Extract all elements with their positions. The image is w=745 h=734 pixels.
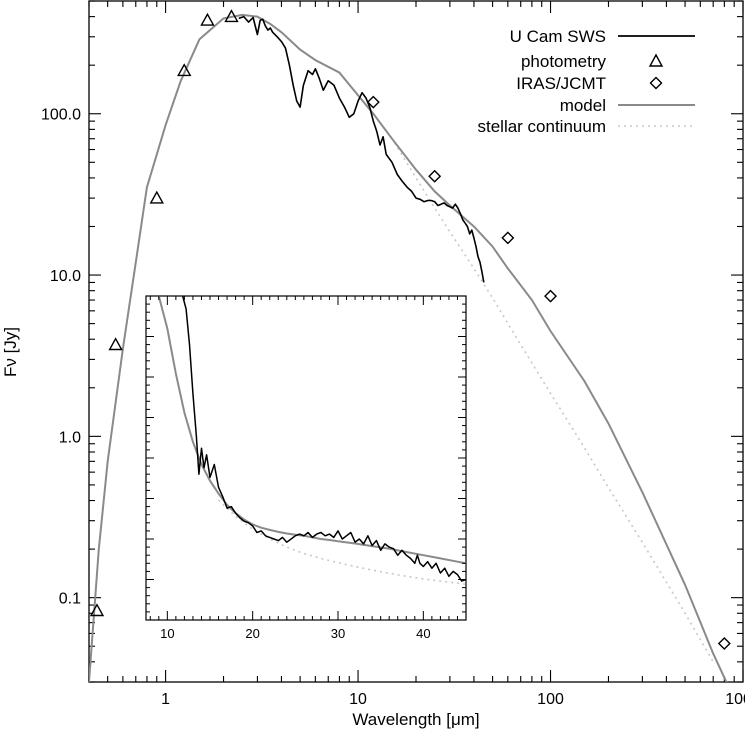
y-tick-label: 0.1 [59,591,81,608]
photometry-markers [89,9,239,617]
iras-jcmt-diamond [717,636,731,650]
x-tick-label: 1 [161,691,170,708]
main-axis-tick-labels: 1 10 100 1000 0.1 1.0 10.0 100.0 [41,107,745,708]
photometry-triangle [108,337,123,351]
iras-jcmt-diamond [366,95,380,109]
legend-label: model [560,96,606,115]
legend-label: photometry [521,52,607,71]
inset-x-tick-label: 10 [160,626,174,641]
inset-plot-frame [145,295,467,621]
y-tick-label: 1.0 [59,429,81,446]
inset-plot-area: 10 20 30 40 [145,295,467,641]
legend-photometry-swatch [648,53,664,67]
legend-iras-swatch [649,76,663,90]
inset-x-tick-label: 30 [331,626,345,641]
x-axis-title: Wavelength [μm] [352,710,479,729]
iras-jcmt-diamond [544,289,558,303]
stellar-continuum-series [372,113,714,663]
y-tick-label: 10.0 [50,268,81,285]
photometry-triangle [149,190,164,204]
legend: U Cam SWS photometry IRAS/JCMT model stellar… [477,27,695,136]
y-tick-label: 100.0 [41,107,81,124]
legend-label: stellar continuum [477,117,606,136]
iras-jcmt-markers [366,95,731,650]
inset-x-tick-label: 20 [245,626,259,641]
inset-x-tick-label: 40 [416,626,430,641]
inset-sws-line [180,296,466,582]
photometry-triangle [177,63,192,77]
sws-series [238,15,485,283]
inset-axis-tick-labels: 10 20 30 40 [160,626,430,641]
inset-axis-ticks [146,296,467,620]
stellar-continuum-line [372,113,714,663]
y-axis-title: Fν [Jy] [1,327,20,377]
x-tick-label: 10 [349,691,367,708]
photometry-triangle [89,603,105,617]
inset-continuum-series [217,499,466,586]
model-series [89,13,728,682]
inset-continuum-line [217,499,466,586]
photometry-triangle [224,9,239,23]
photometry-triangle [200,12,215,26]
legend-label: IRAS/JCMT [516,74,606,93]
iras-jcmt-diamond [428,169,442,183]
legend-label: U Cam SWS [510,27,606,46]
iras-jcmt-diamond [501,231,515,245]
x-tick-label: 1000 [725,691,745,708]
x-tick-label: 100 [537,691,564,708]
sws-line [238,15,485,283]
inset-sws-series [180,296,466,582]
model-line [89,13,728,682]
